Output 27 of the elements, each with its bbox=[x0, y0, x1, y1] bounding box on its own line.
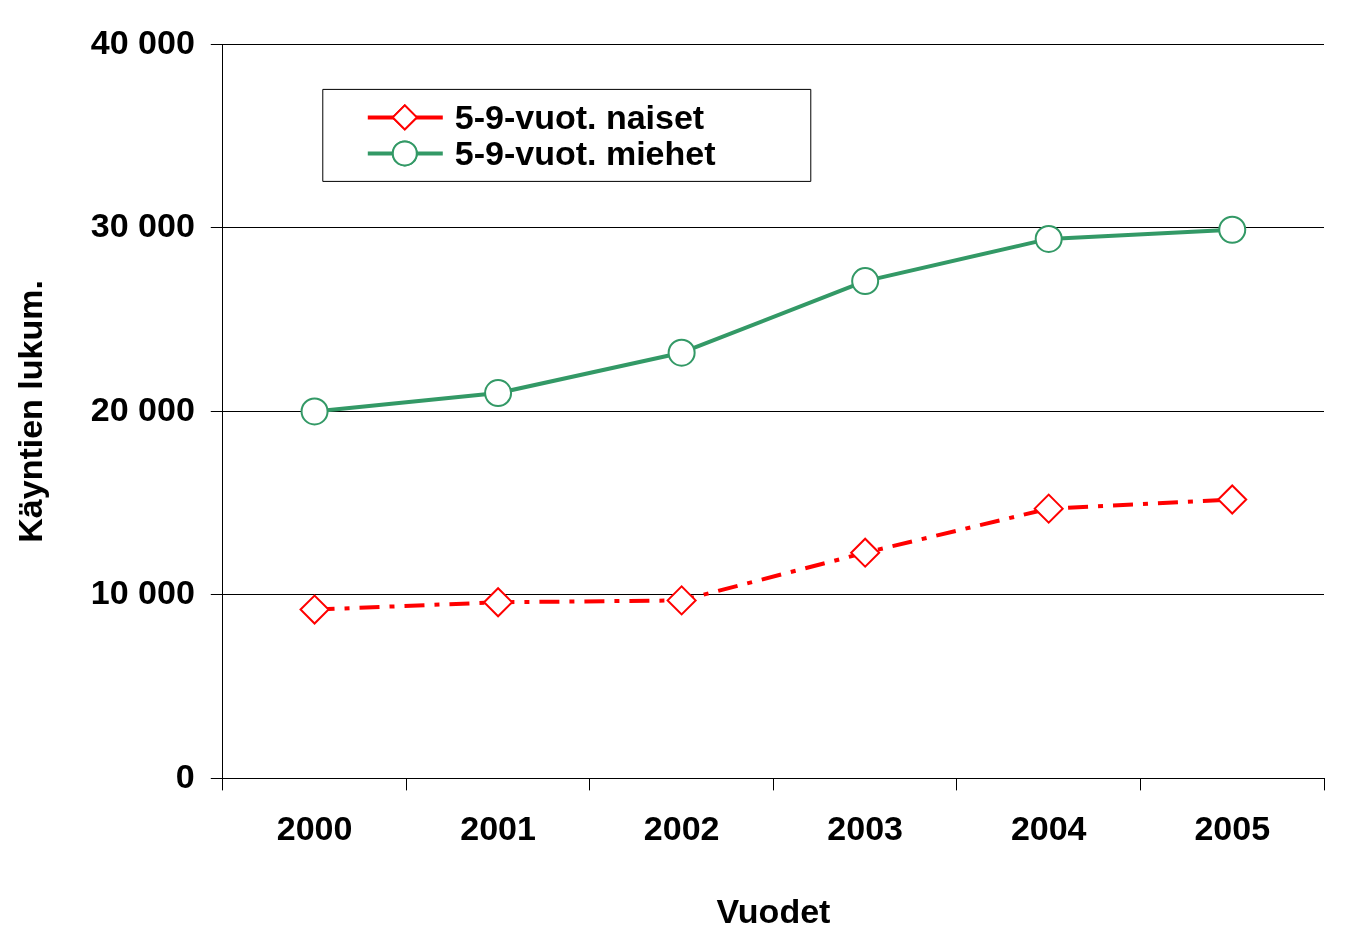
y-tick-label: 40 000 bbox=[90, 22, 195, 61]
point bbox=[1218, 215, 1247, 244]
point bbox=[299, 594, 330, 625]
point bbox=[667, 338, 696, 367]
y-axis-title: Käyntien lukum. bbox=[10, 280, 49, 543]
point bbox=[1034, 224, 1063, 253]
point bbox=[300, 397, 329, 426]
x-tick-label: 2004 bbox=[1010, 809, 1087, 848]
y-tick-label: 30 000 bbox=[90, 206, 195, 245]
point bbox=[851, 267, 880, 296]
point bbox=[483, 587, 514, 618]
legend-label: 5-9-vuot. naiset bbox=[454, 97, 705, 136]
x-tick-label: 2003 bbox=[827, 809, 903, 848]
point bbox=[850, 537, 881, 568]
x-axis-title: Vuodet bbox=[716, 891, 831, 930]
y-tick-label: 10 000 bbox=[90, 573, 195, 612]
point bbox=[484, 379, 513, 408]
point bbox=[1217, 484, 1248, 515]
x-tick-label: 2002 bbox=[643, 809, 720, 848]
y-tick-label: 0 bbox=[175, 756, 195, 795]
point bbox=[1033, 493, 1064, 524]
x-tick-label: 2005 bbox=[1194, 809, 1271, 848]
x-tick-label: 2001 bbox=[460, 809, 536, 848]
x-tick-label: 2000 bbox=[276, 809, 353, 848]
point bbox=[666, 585, 697, 616]
y-tick-label: 20 000 bbox=[90, 389, 195, 428]
legend-label: 5-9-vuot. miehet bbox=[454, 133, 716, 172]
